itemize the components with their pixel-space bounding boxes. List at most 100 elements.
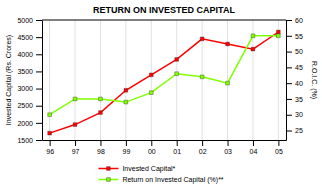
tick: 1500 <box>17 137 42 144</box>
y-axis: 1500 2000 2500 3000 3500 4000 4500 5000 <box>17 17 42 144</box>
series-line <box>50 32 279 133</box>
marker <box>48 131 52 135</box>
tick-label: 3000 <box>17 85 33 92</box>
grid-line <box>227 20 228 140</box>
tick-mark <box>100 140 101 146</box>
tick-mark <box>36 37 42 38</box>
tick-label: 00 <box>148 148 156 155</box>
tick-label: 60 <box>295 17 303 24</box>
marker <box>124 100 128 104</box>
tick: 60 <box>286 17 303 24</box>
x-axis: 96 97 98 99 00 01 02 03 04 05 <box>43 140 287 155</box>
tick-label: 4000 <box>17 51 33 58</box>
tick: 25 <box>286 127 303 134</box>
tick-mark <box>36 71 42 72</box>
grid <box>50 20 279 140</box>
legend-item: Return on Invested Capital (%)** <box>98 176 223 184</box>
tick-mark <box>202 140 203 146</box>
tick-mark <box>228 140 229 146</box>
tick-label: 97 <box>72 148 80 155</box>
tick: 45 <box>286 64 303 71</box>
tick: 4500 <box>17 34 42 41</box>
marker <box>200 37 204 41</box>
tick-mark <box>126 140 127 146</box>
tick-mark <box>286 67 292 68</box>
tick: 5000 <box>17 17 42 24</box>
legend-marker <box>107 178 111 182</box>
tick: 3500 <box>17 68 42 75</box>
tick-label: 2000 <box>17 120 33 127</box>
title: RETURN ON INVESTED CAPITAL <box>93 5 235 15</box>
grid-line <box>49 20 50 140</box>
grid-line <box>176 20 177 140</box>
tick-label: 99 <box>122 148 130 155</box>
axis-line <box>42 21 43 141</box>
marker <box>175 58 179 62</box>
tick-label: 30 <box>295 111 303 118</box>
tick-mark <box>253 140 254 146</box>
frame <box>42 20 286 21</box>
tick-mark <box>286 52 292 53</box>
tick-mark <box>36 106 42 107</box>
grid-line <box>278 20 279 140</box>
tick: 4000 <box>17 51 42 58</box>
tick-label: 5000 <box>17 17 33 24</box>
tick: 2000 <box>17 120 42 127</box>
tick: 96 <box>46 140 54 155</box>
marker <box>48 113 52 117</box>
tick-mark <box>286 20 292 21</box>
plot: 96 97 98 99 00 01 02 03 04 05 1500 2000 2500 3000 3500… <box>17 17 302 155</box>
tick: 30 <box>286 111 303 118</box>
tick-mark <box>177 140 178 146</box>
tick: 02 <box>199 140 207 155</box>
tick-mark <box>50 140 51 146</box>
marker <box>124 88 128 92</box>
tick-mark <box>278 140 279 146</box>
marker <box>277 34 281 38</box>
marker <box>175 72 179 76</box>
tick: 03 <box>224 140 232 155</box>
tick-mark <box>36 140 42 141</box>
tick-label: 96 <box>46 148 54 155</box>
grid-line <box>75 20 76 140</box>
tick: 50 <box>286 48 303 55</box>
tick-mark <box>286 83 292 84</box>
series-line <box>50 36 279 115</box>
tick-mark <box>36 89 42 90</box>
tick-mark <box>151 140 152 146</box>
tick-label: 55 <box>295 33 303 40</box>
legend: Invested Capital*Return on Invested Capi… <box>98 165 223 184</box>
y2-axis: 25 30 35 40 45 50 55 60 <box>286 17 303 141</box>
tick-label: 03 <box>224 148 232 155</box>
marker <box>73 123 77 127</box>
legend-label: Return on Invested Capital (%)** <box>122 176 223 184</box>
tick: 00 <box>148 140 156 155</box>
marker <box>251 34 255 38</box>
tick-mark <box>286 99 292 100</box>
y-label: Invested Capital (Rs. Crores) <box>5 35 13 125</box>
tick-label: 2500 <box>17 102 33 109</box>
tick-label: 04 <box>250 148 258 155</box>
chart: 96 97 98 99 00 01 02 03 04 05 1500 2000 2500 3000 3500… <box>0 0 322 186</box>
tick: 55 <box>286 33 303 40</box>
tick-label: 4500 <box>17 34 33 41</box>
tick-label: 3500 <box>17 68 33 75</box>
tick-mark <box>286 131 292 132</box>
tick: 2500 <box>17 102 42 109</box>
marker <box>251 47 255 51</box>
marker <box>99 97 103 101</box>
tick-label: 1500 <box>17 137 33 144</box>
legend-marker <box>107 167 111 171</box>
tick-label: 40 <box>295 80 303 87</box>
grid-line <box>100 20 101 140</box>
marker <box>226 81 230 85</box>
marker <box>99 111 103 115</box>
tick-mark <box>75 140 76 146</box>
tick: 98 <box>97 140 105 155</box>
tick: 35 <box>286 96 303 103</box>
y2-label: R.O.I.C. (%) <box>310 61 318 99</box>
tick-mark <box>36 123 42 124</box>
tick: 05 <box>275 140 283 155</box>
tick: 3000 <box>17 85 42 92</box>
tick-label: 01 <box>173 148 181 155</box>
